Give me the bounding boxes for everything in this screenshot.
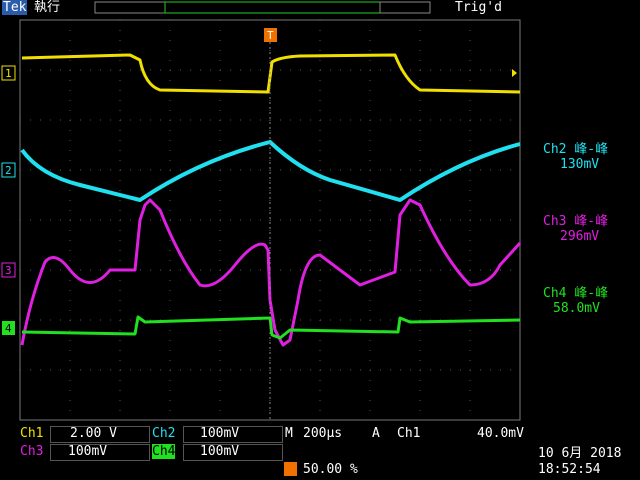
ch4-waveform: [21, 315, 521, 340]
ch3-marker: 3: [5, 264, 12, 277]
ch1-marker-bg: [1, 65, 16, 81]
ch3-scale: 100mV: [68, 444, 108, 459]
record-window: [164, 1, 381, 14]
measurement-label: Ch4 峰-峰: [543, 286, 609, 301]
ch4-marker-bg: [2, 321, 15, 335]
date: 10 6月 2018: [538, 446, 622, 461]
ch4-label: Ch4: [152, 444, 176, 459]
ch1-marker: 1: [5, 67, 12, 80]
trigger-marker: T: [267, 29, 274, 42]
time: 18:52:54: [538, 462, 601, 477]
trigger-level: 40.0mV: [477, 426, 524, 441]
trigger-level: [512, 69, 517, 77]
ch2-waveform: [20, 140, 521, 202]
record-bar: [94, 1, 166, 14]
ch1-scale: 2.00 V: [70, 426, 117, 441]
measurement-label: Ch2 峰-峰: [543, 142, 609, 157]
trigger-mode: A: [372, 426, 380, 441]
ch3-marker-bg: [1, 262, 16, 278]
measurement-value: 296mV: [560, 229, 600, 244]
ch2-marker: 2: [5, 164, 12, 177]
record-bar: [379, 1, 431, 14]
timebase-label: M: [285, 426, 293, 441]
trigger-source: Ch1: [397, 426, 421, 441]
brand: Tek: [2, 0, 28, 15]
ch3-label: Ch3: [20, 444, 44, 459]
ch2-scale: 100mV: [200, 426, 240, 441]
measurement-label: Ch3 峰-峰: [543, 214, 609, 229]
timebase-value: 200µs: [303, 426, 343, 441]
ch1-label: Ch1: [20, 426, 44, 441]
trigger-pos-icon: [284, 462, 297, 476]
footer-bg: [0, 424, 640, 480]
ch3-waveform: [20, 198, 522, 347]
trigger-status: Trig'd: [455, 0, 502, 15]
ch2-label: Ch2: [152, 426, 176, 441]
measurement-value: 58.0mV: [553, 301, 600, 316]
ch4-scale: 100mV: [200, 444, 240, 459]
trigger-marker-bg: [264, 28, 277, 42]
ch2-marker-bg: [1, 162, 16, 178]
ch4-marker: 4: [5, 322, 12, 335]
run-status: 執行: [34, 0, 61, 15]
measurement-value: 130mV: [560, 157, 600, 172]
ch1-waveform: [21, 53, 521, 94]
trigger-position: 50.00 %: [303, 462, 358, 477]
